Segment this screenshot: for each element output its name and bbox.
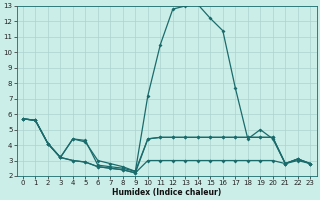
X-axis label: Humidex (Indice chaleur): Humidex (Indice chaleur)	[112, 188, 221, 197]
